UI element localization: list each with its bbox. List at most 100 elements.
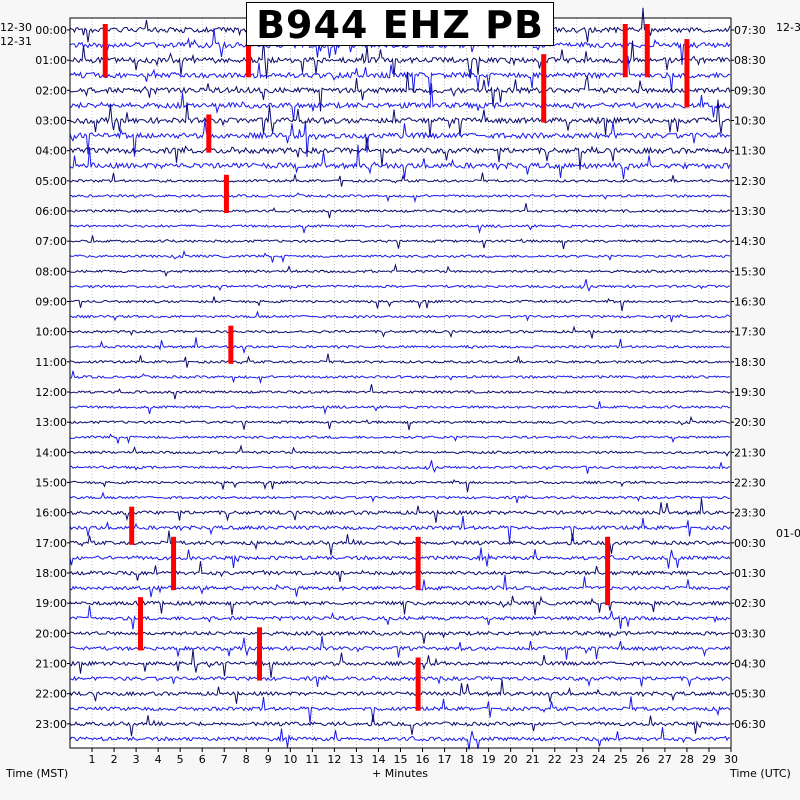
left-time-label: 20:00 — [35, 627, 67, 640]
trace-line — [69, 574, 731, 598]
left-time-label: 23:00 — [35, 718, 67, 731]
x-tick-label: 18 — [460, 753, 474, 766]
seismic-traces — [69, 7, 731, 750]
right-time-label: 04:30 — [734, 658, 766, 671]
right-time-label: 00:30 — [734, 537, 766, 550]
trace-line — [69, 263, 731, 278]
x-tick-label: 14 — [371, 753, 385, 766]
left-time-label: 17:00 — [35, 537, 67, 550]
left-date-top: 12-30 — [0, 21, 32, 34]
clipped-event — [622, 24, 628, 78]
x-tick-label: 22 — [548, 753, 562, 766]
left-time-label: 02:00 — [35, 84, 67, 97]
left-time-label: 06:00 — [35, 205, 67, 218]
trace-line — [69, 235, 731, 250]
x-axis-label: + Minutes — [372, 767, 428, 780]
trace-line — [69, 561, 731, 582]
x-tick-label: 30 — [724, 753, 738, 766]
x-tick-label: 15 — [394, 753, 408, 766]
left-time-label: 11:00 — [35, 356, 67, 369]
trace-line — [70, 498, 730, 523]
x-tick-label: 12 — [327, 753, 341, 766]
trace-line — [69, 696, 731, 724]
trace-line — [69, 460, 731, 474]
trace-line — [69, 649, 731, 678]
x-tick-label: 7 — [221, 753, 228, 766]
trace-line — [69, 595, 731, 616]
clipped-event — [228, 325, 234, 364]
left-date-second: 12-31 — [0, 35, 32, 48]
right-time-label: 21:30 — [734, 446, 766, 459]
clipped-event — [256, 627, 262, 681]
x-tick-label: 10 — [283, 753, 297, 766]
right-time-label: 07:30 — [734, 24, 766, 37]
right-time-label: 22:30 — [734, 477, 766, 490]
trace-line — [69, 296, 731, 312]
trace-line — [69, 279, 731, 293]
clipped-event — [245, 39, 251, 78]
right-time-label: 01:30 — [734, 567, 766, 580]
x-tick-label: 5 — [177, 753, 184, 766]
trace-line — [69, 119, 731, 157]
right-time-label: 03:30 — [734, 627, 766, 640]
x-tick-label: 4 — [155, 753, 162, 766]
clipped-event — [541, 54, 547, 123]
left-time-label: 19:00 — [35, 597, 67, 610]
trace-line — [69, 433, 731, 445]
right-date-top: 12-3 — [776, 21, 800, 34]
left-time-label: 21:00 — [35, 658, 67, 671]
right-time-label: 19:30 — [734, 386, 766, 399]
x-tick-label: 16 — [416, 753, 430, 766]
left-axis-label: Time (MST) — [5, 767, 68, 780]
x-tick-label: 25 — [614, 753, 628, 766]
x-tick-label: 21 — [526, 753, 540, 766]
right-time-label: 10:30 — [734, 115, 766, 128]
plot-background — [70, 18, 731, 748]
right-time-label: 18:30 — [734, 356, 766, 369]
clipped-event — [206, 114, 212, 153]
trace-line — [69, 679, 731, 704]
trace-line — [69, 547, 731, 569]
clipped-event — [223, 174, 229, 213]
trace-line — [69, 530, 731, 556]
left-time-label: 16:00 — [35, 507, 67, 520]
trace-line — [69, 491, 731, 504]
x-tick-label: 8 — [243, 753, 250, 766]
x-tick-label: 17 — [438, 753, 452, 766]
trace-line — [69, 444, 731, 457]
clipped-event — [102, 24, 108, 78]
trace-line — [69, 415, 731, 431]
x-tick-label: 1 — [89, 753, 96, 766]
left-time-label: 12:00 — [35, 386, 67, 399]
right-time-label: 16:30 — [734, 296, 766, 309]
right-time-label: 15:30 — [734, 265, 766, 278]
left-time-label: 15:00 — [35, 477, 67, 490]
clipped-event — [129, 506, 135, 545]
trace-line — [69, 353, 731, 368]
clipped-event — [415, 657, 421, 711]
x-tick-label: 6 — [199, 753, 206, 766]
x-tick-label: 20 — [504, 753, 518, 766]
x-tick-label: 2 — [111, 753, 118, 766]
x-tick-label: 24 — [592, 753, 606, 766]
x-tick-label: 26 — [636, 753, 650, 766]
right-time-label: 09:30 — [734, 84, 766, 97]
trace-line — [69, 401, 731, 416]
right-time-label: 20:30 — [734, 416, 766, 429]
trace-line — [69, 249, 731, 264]
trace-line — [69, 515, 731, 543]
trace-line — [70, 172, 731, 187]
left-time-label: 22:00 — [35, 688, 67, 701]
left-time-label: 00:00 — [35, 24, 67, 37]
chart-title: B944 EHZ PB — [246, 2, 554, 47]
left-time-label: 09:00 — [35, 296, 67, 309]
trace-line — [69, 479, 731, 493]
trace-line — [69, 224, 731, 235]
x-tick-label: 27 — [658, 753, 672, 766]
right-time-label: 14:30 — [734, 235, 766, 248]
x-tick-label: 11 — [305, 753, 319, 766]
right-time-label: 13:30 — [734, 205, 766, 218]
clipped-event — [644, 24, 650, 78]
right-time-label: 02:30 — [734, 597, 766, 610]
